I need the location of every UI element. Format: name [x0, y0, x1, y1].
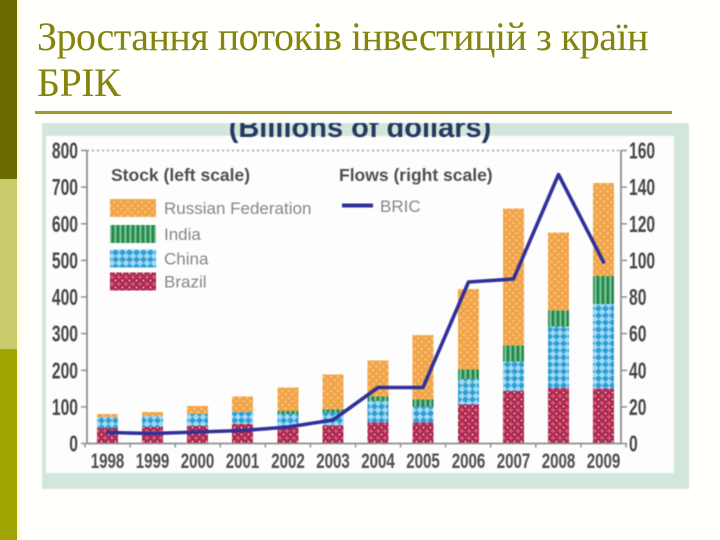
- svg-text:2001: 2001: [226, 448, 260, 472]
- svg-text:0: 0: [69, 432, 78, 458]
- svg-text:100: 100: [629, 249, 655, 275]
- svg-text:120: 120: [629, 212, 655, 238]
- svg-text:China: China: [164, 250, 209, 269]
- svg-text:2008: 2008: [542, 448, 576, 472]
- svg-text:500: 500: [52, 249, 78, 275]
- svg-text:400: 400: [52, 285, 78, 311]
- svg-text:80: 80: [629, 285, 646, 311]
- svg-text:2004: 2004: [361, 448, 395, 472]
- svg-text:800: 800: [52, 139, 78, 165]
- svg-text:2007: 2007: [497, 448, 531, 472]
- svg-text:40: 40: [629, 358, 646, 384]
- svg-text:0: 0: [629, 432, 638, 458]
- svg-text:1999: 1999: [136, 448, 170, 472]
- svg-text:600: 600: [52, 212, 78, 238]
- svg-text:Flows (right scale): Flows (right scale): [339, 165, 493, 185]
- svg-text:200: 200: [52, 358, 78, 384]
- svg-text:300: 300: [52, 322, 78, 348]
- svg-text:160: 160: [629, 139, 655, 165]
- svg-text:2003: 2003: [316, 448, 350, 472]
- svg-text:Stock (left scale): Stock (left scale): [111, 165, 250, 185]
- svg-text:2005: 2005: [406, 448, 440, 472]
- svg-text:100: 100: [52, 395, 78, 421]
- svg-text:Russian Federation: Russian Federation: [164, 199, 311, 218]
- svg-text:2002: 2002: [271, 448, 305, 472]
- svg-text:2009: 2009: [587, 448, 621, 472]
- svg-text:India: India: [164, 225, 201, 244]
- svg-text:Brazil: Brazil: [164, 273, 207, 292]
- svg-text:2006: 2006: [452, 448, 486, 472]
- svg-text:60: 60: [629, 322, 646, 348]
- svg-text:140: 140: [629, 175, 655, 201]
- svg-text:700: 700: [52, 175, 78, 201]
- svg-text:2000: 2000: [181, 448, 215, 472]
- svg-text:BRIC: BRIC: [380, 197, 421, 216]
- svg-text:(Billions of dollars): (Billions of dollars): [229, 123, 492, 144]
- svg-text:1998: 1998: [91, 448, 125, 472]
- svg-text:20: 20: [629, 395, 646, 421]
